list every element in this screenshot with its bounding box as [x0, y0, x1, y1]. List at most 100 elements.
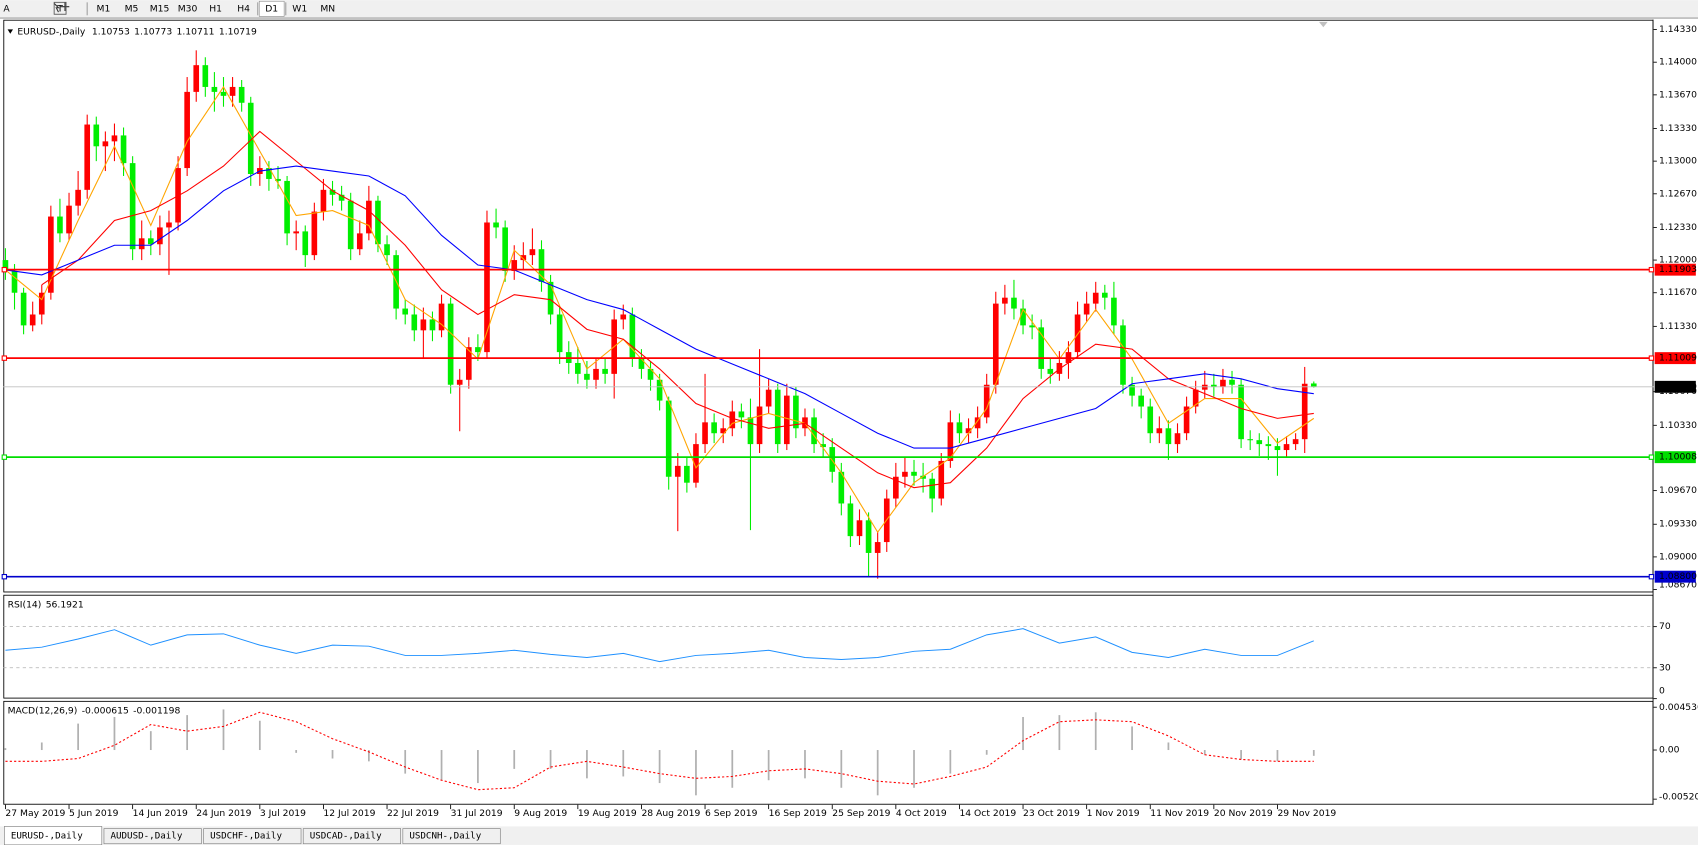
candle-body: [829, 447, 836, 472]
level-handle: [1, 355, 8, 361]
histogram-bar: [949, 750, 952, 774]
histogram-bar: [695, 750, 697, 796]
level-handle: [1, 573, 8, 580]
chart-title: EURUSD-,Daily: [17, 26, 86, 37]
crosshair-tool-icon[interactable]: [53, 2, 70, 13]
tab-label[interactable]: EURUSD-,Daily: [11, 831, 83, 842]
candle-body: [529, 249, 536, 256]
y-tick-label: 1.12000: [1659, 255, 1697, 266]
histogram-bar: [1058, 715, 1061, 751]
x-tick-label: 22 Jul 2019: [387, 808, 439, 819]
candle-body: [820, 444, 826, 448]
candle-body: [475, 347, 481, 353]
candle-body: [356, 233, 363, 250]
tool-label[interactable]: T: [56, 3, 63, 14]
histogram-bar: [586, 750, 588, 779]
candle-body: [865, 520, 872, 553]
candle-body: [84, 124, 91, 190]
x-tick-label: 6 Sep 2019: [705, 808, 758, 819]
candle-body: [75, 189, 81, 206]
timeframe-button[interactable]: M1: [97, 3, 111, 14]
candle-body: [48, 216, 54, 293]
candle-body: [166, 222, 172, 228]
histogram-bar: [1240, 750, 1242, 760]
candle-body: [729, 411, 736, 429]
y-tick-label: 70: [1659, 621, 1671, 632]
candle-body: [556, 314, 563, 353]
candle-body: [502, 227, 508, 271]
candle-body: [11, 270, 18, 293]
tab-label[interactable]: USDCAD-,Daily: [310, 831, 382, 842]
candle-body: [1238, 384, 1244, 440]
candle-body: [1165, 428, 1172, 445]
candle-body: [329, 189, 336, 195]
candle-body: [247, 102, 254, 175]
candle-body: [229, 86, 236, 96]
candle-body: [656, 379, 663, 401]
candle-body: [302, 231, 309, 256]
tab[interactable]: [402, 828, 501, 845]
symbol-menu-arrow[interactable]: [7, 29, 13, 34]
current-price-box: [1654, 380, 1696, 393]
timeframe-button[interactable]: D1: [265, 3, 278, 14]
y-tick-label: 1.11330: [1659, 321, 1697, 332]
candle-body: [1147, 406, 1154, 434]
tab[interactable]: [302, 828, 402, 845]
candle-body: [774, 389, 781, 445]
candle-body: [1292, 439, 1299, 445]
level-handle: [1648, 266, 1655, 273]
histogram-bar: [1203, 750, 1206, 755]
timeframe-button[interactable]: H1: [209, 3, 222, 14]
candle-body: [538, 249, 545, 282]
chart-background: [0, 18, 1698, 827]
tool-label[interactable]: A: [3, 3, 10, 14]
tool-button[interactable]: [53, 1, 67, 15]
tab-label[interactable]: USDCNH-,Daily: [409, 831, 481, 842]
timeframe-button[interactable]: M5: [125, 3, 139, 14]
level-handle: [1648, 454, 1655, 460]
candle-body: [1283, 444, 1290, 451]
candle-body: [211, 86, 218, 92]
timeframe-button[interactable]: W1: [292, 3, 307, 14]
indicator-line: [5, 85, 1315, 534]
histogram-bar: [913, 750, 915, 788]
timeframe-button[interactable]: MN: [320, 3, 335, 14]
x-tick-label: 27 May 2019: [5, 808, 65, 819]
candle-body: [1029, 325, 1035, 328]
tab[interactable]: [103, 828, 202, 845]
candle-body: [311, 211, 318, 256]
x-tick-label: 5 Jun 2019: [69, 808, 119, 819]
timeframe-button[interactable]: M15: [150, 3, 170, 14]
histogram-bar: [840, 750, 843, 788]
candle-body: [402, 308, 409, 315]
level-price-box: [1654, 570, 1696, 583]
y-tick-label: 0.004536: [1659, 702, 1698, 713]
candle-body: [293, 231, 299, 234]
candle-body: [1129, 384, 1135, 396]
candle-body: [738, 411, 745, 418]
timeframe-button[interactable]: H4: [237, 3, 250, 14]
candle-body: [1220, 379, 1226, 387]
tab[interactable]: [203, 828, 302, 845]
tab-label[interactable]: AUDUSD-,Daily: [110, 831, 182, 842]
x-tick-label: 28 Aug 2019: [641, 808, 700, 819]
candle-body: [1229, 379, 1235, 385]
y-tick-label: -0.005205: [1659, 792, 1698, 803]
x-tick-label: 20 Nov 2019: [1214, 808, 1273, 819]
candle-body: [584, 373, 590, 380]
level-handle: [1648, 573, 1655, 580]
candle-body: [793, 395, 799, 429]
timeframe-button-active[interactable]: [258, 0, 285, 17]
indicator-line: [5, 711, 1314, 791]
histogram-bar: [258, 720, 261, 751]
candle-body: [974, 417, 981, 429]
candle-body: [893, 476, 899, 499]
ohlc-value: 1.10719: [219, 26, 257, 37]
candle-body: [1011, 297, 1017, 309]
timeframe-button[interactable]: M30: [178, 3, 198, 14]
candle-body: [93, 124, 100, 147]
tab-label[interactable]: USDCHF-,Daily: [210, 831, 282, 842]
candle-body: [902, 471, 908, 477]
y-tick-label: 1.09000: [1659, 551, 1697, 562]
